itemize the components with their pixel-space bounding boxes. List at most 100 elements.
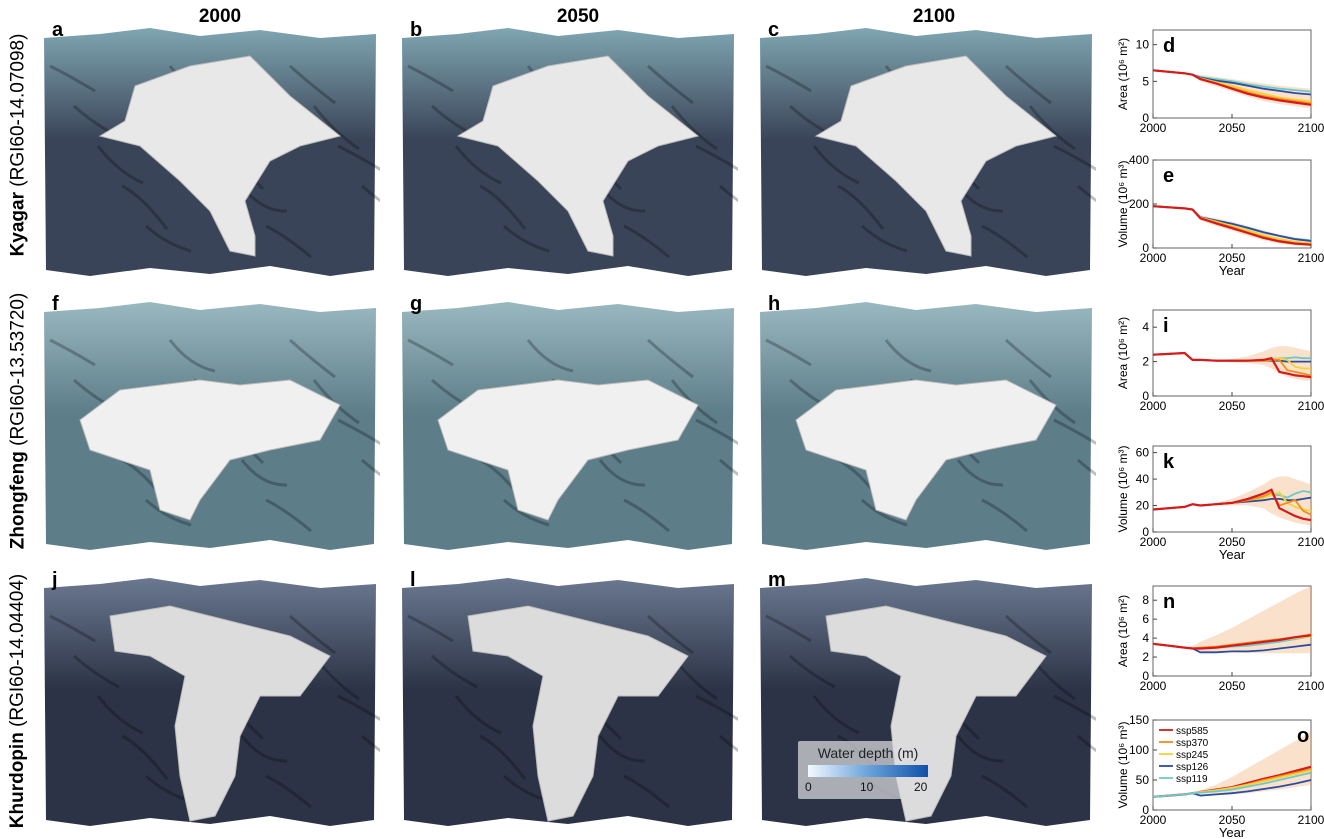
ridge-shading (695, 694, 742, 723)
ridge-shading (407, 64, 454, 93)
ridge-shading (646, 338, 694, 379)
y-tick-label: 0 (1142, 111, 1149, 125)
series-line-ssp585 (1152, 488, 1312, 522)
glacier-map-j (40, 576, 408, 833)
panel-label-b: b (410, 19, 423, 41)
x-tick-label: 2000 (1140, 535, 1167, 549)
y-tick-label: 2 (1142, 650, 1149, 664)
ridge-shading (454, 145, 502, 185)
glacier-map-f (40, 300, 408, 557)
y-tick-label: 200 (1129, 197, 1149, 211)
ridge-shading (670, 105, 718, 151)
y-tick-label: 4 (1142, 631, 1149, 645)
plot-area (1152, 159, 1312, 249)
y-tick-label: 100 (1129, 743, 1149, 757)
y-axis-label: Area (10⁶ m²) (1116, 317, 1130, 389)
ridge-shading (860, 224, 908, 253)
ridge-shading (265, 774, 312, 809)
glacier-map-l (398, 576, 766, 833)
ridge-shading (502, 498, 550, 527)
series-line-ssp119 (1152, 771, 1312, 798)
ridge-shading (240, 459, 288, 487)
x-tick-label: 2000 (1140, 251, 1167, 265)
y-axis-label: Volume (10⁶ m³) (1116, 161, 1130, 248)
ridge-shading (265, 224, 312, 259)
ridge-shading (860, 498, 908, 527)
series-line-ssp119 (1152, 490, 1312, 511)
x-tick-label: 2100 (1298, 399, 1324, 413)
ridge-shading (337, 418, 384, 447)
panel-label-j: j (52, 569, 58, 591)
glacier-map-c (756, 26, 1124, 283)
y-tick-label: 20 (1136, 499, 1150, 513)
ridge-shading (407, 338, 454, 367)
uncertainty-band (1153, 732, 1311, 797)
y-axis-label: Volume (10⁶ m³) (1116, 446, 1130, 533)
glacier-id: (RGI60-14.07098) (7, 33, 29, 187)
x-axis-label: Year (1219, 825, 1246, 839)
x-axis-label: Year (1219, 263, 1246, 278)
water-depth-tick: 0 (805, 780, 812, 794)
x-tick-label: 2050 (1219, 251, 1246, 265)
ridge-shading (765, 614, 812, 643)
x-tick-label: 2000 (1140, 121, 1167, 135)
x-tick-label: 2050 (1219, 121, 1246, 135)
x-tick-label: 2000 (1140, 813, 1167, 827)
ridge-shading (837, 184, 885, 230)
glacier-outline (98, 55, 342, 257)
ridge-shading (49, 614, 96, 643)
ridge-shading (623, 224, 670, 259)
y-tick-label: 2 (1142, 355, 1149, 369)
ridge-shading (502, 224, 550, 253)
column-title-2000: 2000 (198, 6, 242, 27)
plot-area (1152, 29, 1312, 119)
panel-label-o: o (1297, 725, 1309, 747)
panel-label-a: a (52, 19, 64, 41)
water-depth-colorbar (808, 765, 928, 777)
chart-n: 2000 2050 2100 0 2 4 6 8 Area (10⁶ m²) n (1116, 585, 1324, 693)
series-line-ssp585 (1152, 69, 1312, 106)
ridge-shading (240, 735, 288, 763)
row-label-kyagar: Kyagar (RGI60-14.07098) (2, 10, 34, 280)
ridge-shading (981, 498, 1028, 533)
plot-area (1152, 309, 1312, 397)
ridge-shading (884, 339, 932, 373)
ridge-shading (956, 459, 1004, 487)
uncertainty-band (1153, 70, 1311, 109)
ridge-shading (288, 614, 336, 655)
series-line-ssp126 (1152, 779, 1312, 798)
series-line-ssp245 (1152, 491, 1312, 512)
ridge-shading (168, 339, 216, 373)
ridge-shading (1053, 144, 1100, 173)
uncertainty-band (1153, 346, 1311, 381)
panel-label-k: k (1163, 451, 1175, 473)
series-line-ssp119 (1152, 635, 1312, 650)
series-line-ssp370 (1152, 633, 1312, 650)
ridge-shading (1004, 64, 1052, 105)
ridge-shading (1053, 694, 1100, 723)
x-tick-label: 2050 (1219, 535, 1246, 549)
plot-area (1152, 585, 1312, 677)
ridge-shading (812, 145, 860, 185)
x-tick-label: 2100 (1298, 813, 1324, 827)
glacier-map-b (398, 26, 766, 283)
y-axis-label: Area (10⁶ m²) (1116, 38, 1130, 110)
y-tick-label: 400 (1129, 153, 1149, 167)
uncertainty-band (1153, 476, 1311, 526)
x-tick-label: 2050 (1219, 813, 1246, 827)
panel-label-g: g (410, 293, 423, 315)
ridge-shading (288, 64, 336, 105)
glacier-id: (RGI60-13.53720) (7, 292, 29, 446)
ridge-shading (144, 498, 192, 527)
panel-label-l: l (410, 569, 416, 591)
panel-label-e: e (1163, 165, 1174, 187)
panel-label-n: n (1163, 591, 1175, 613)
y-tick-label: 150 (1129, 713, 1149, 727)
x-tick-label: 2100 (1298, 251, 1324, 265)
ridge-shading (121, 184, 169, 230)
x-tick-label: 2100 (1298, 121, 1324, 135)
series-line-ssp370 (1152, 768, 1312, 798)
series-line-ssp585 (1152, 205, 1312, 246)
